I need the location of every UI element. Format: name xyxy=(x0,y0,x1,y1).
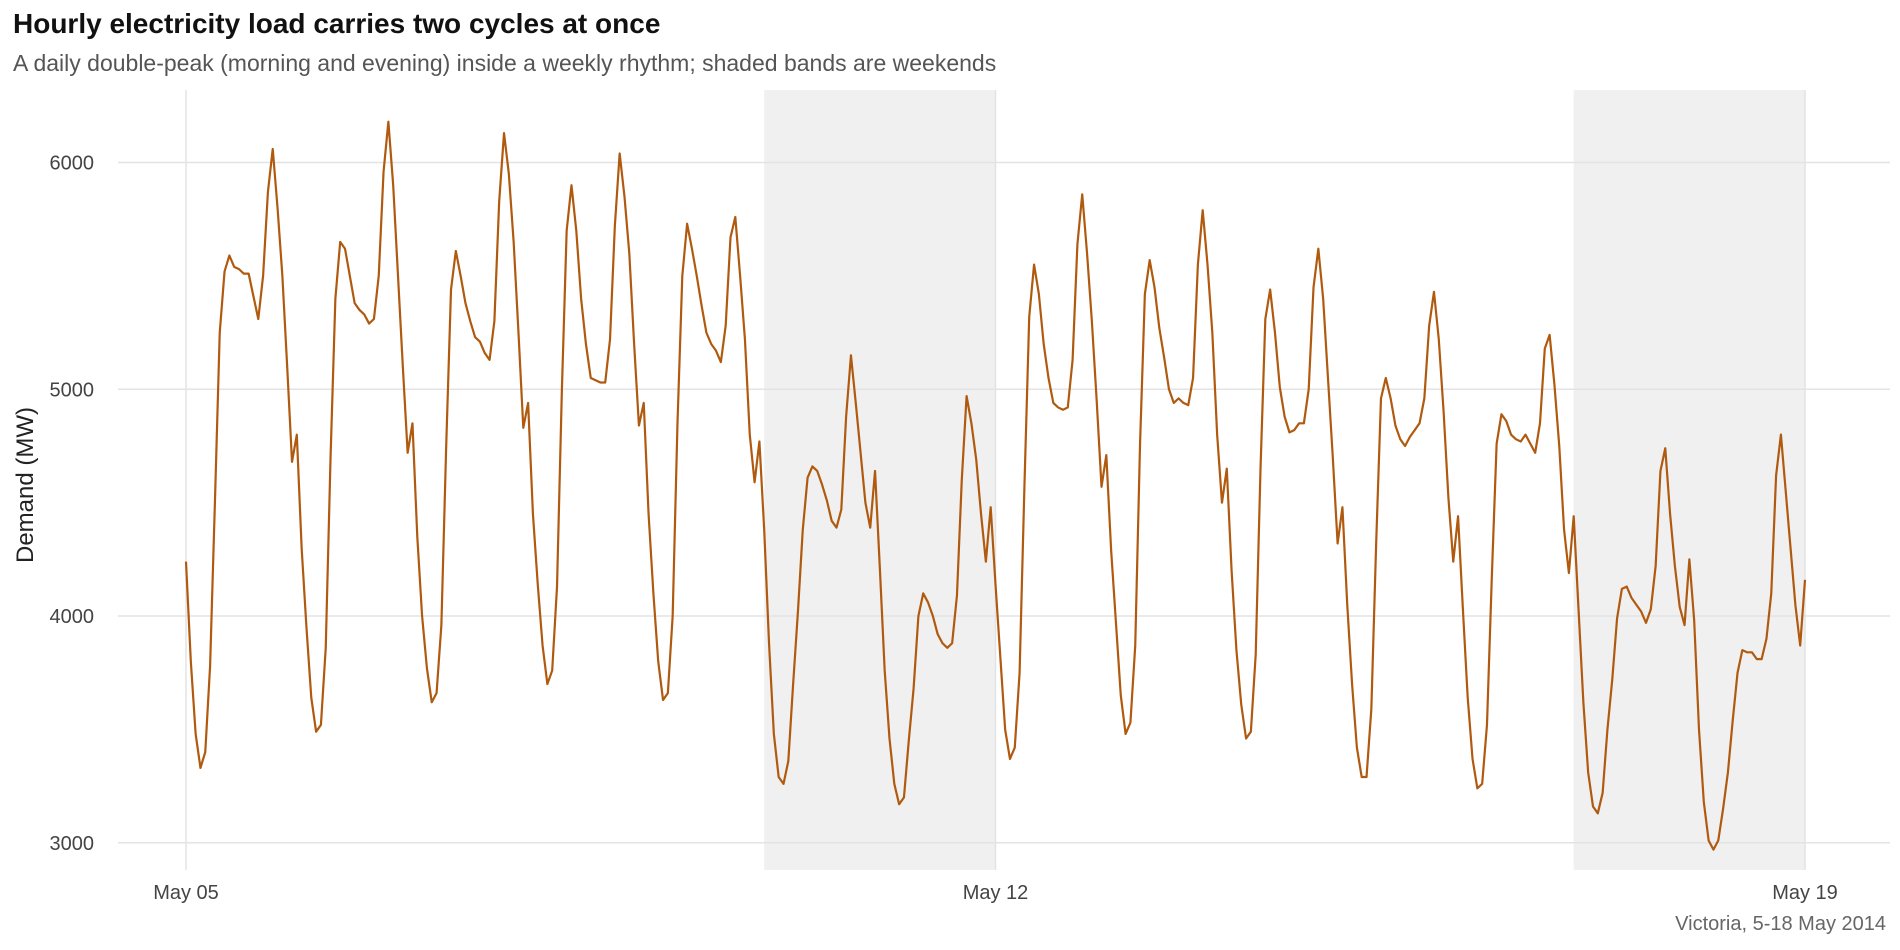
chart-subtitle: A daily double-peak (morning and evening… xyxy=(13,50,997,76)
series-line-1 xyxy=(184,120,1807,851)
x-tick-label: May 12 xyxy=(963,882,1029,904)
y-axis-title: Demand (MW) xyxy=(12,407,39,563)
series-lines xyxy=(184,120,1807,851)
y-tick-labels: 3000 4000 5000 6000 xyxy=(50,153,95,855)
x-tick-label: May 05 xyxy=(153,882,219,904)
y-tick-label: 4000 xyxy=(50,606,95,628)
chart-title: Hourly electricity load carries two cycl… xyxy=(13,8,661,39)
x-tick-labels: May 05 May 12 May 19 xyxy=(153,882,1838,904)
chart-caption: Victoria, 5-18 May 2014 xyxy=(1675,913,1886,935)
x-tick-label: May 19 xyxy=(1772,882,1838,904)
weekend-band-2 xyxy=(1573,90,1805,870)
y-tick-label: 6000 xyxy=(50,153,95,175)
weekend-bands xyxy=(764,90,1805,870)
weekend-band-1 xyxy=(764,90,996,870)
y-tick-label: 3000 xyxy=(50,833,95,855)
y-tick-label: 5000 xyxy=(50,379,95,401)
gridlines xyxy=(118,90,1890,870)
